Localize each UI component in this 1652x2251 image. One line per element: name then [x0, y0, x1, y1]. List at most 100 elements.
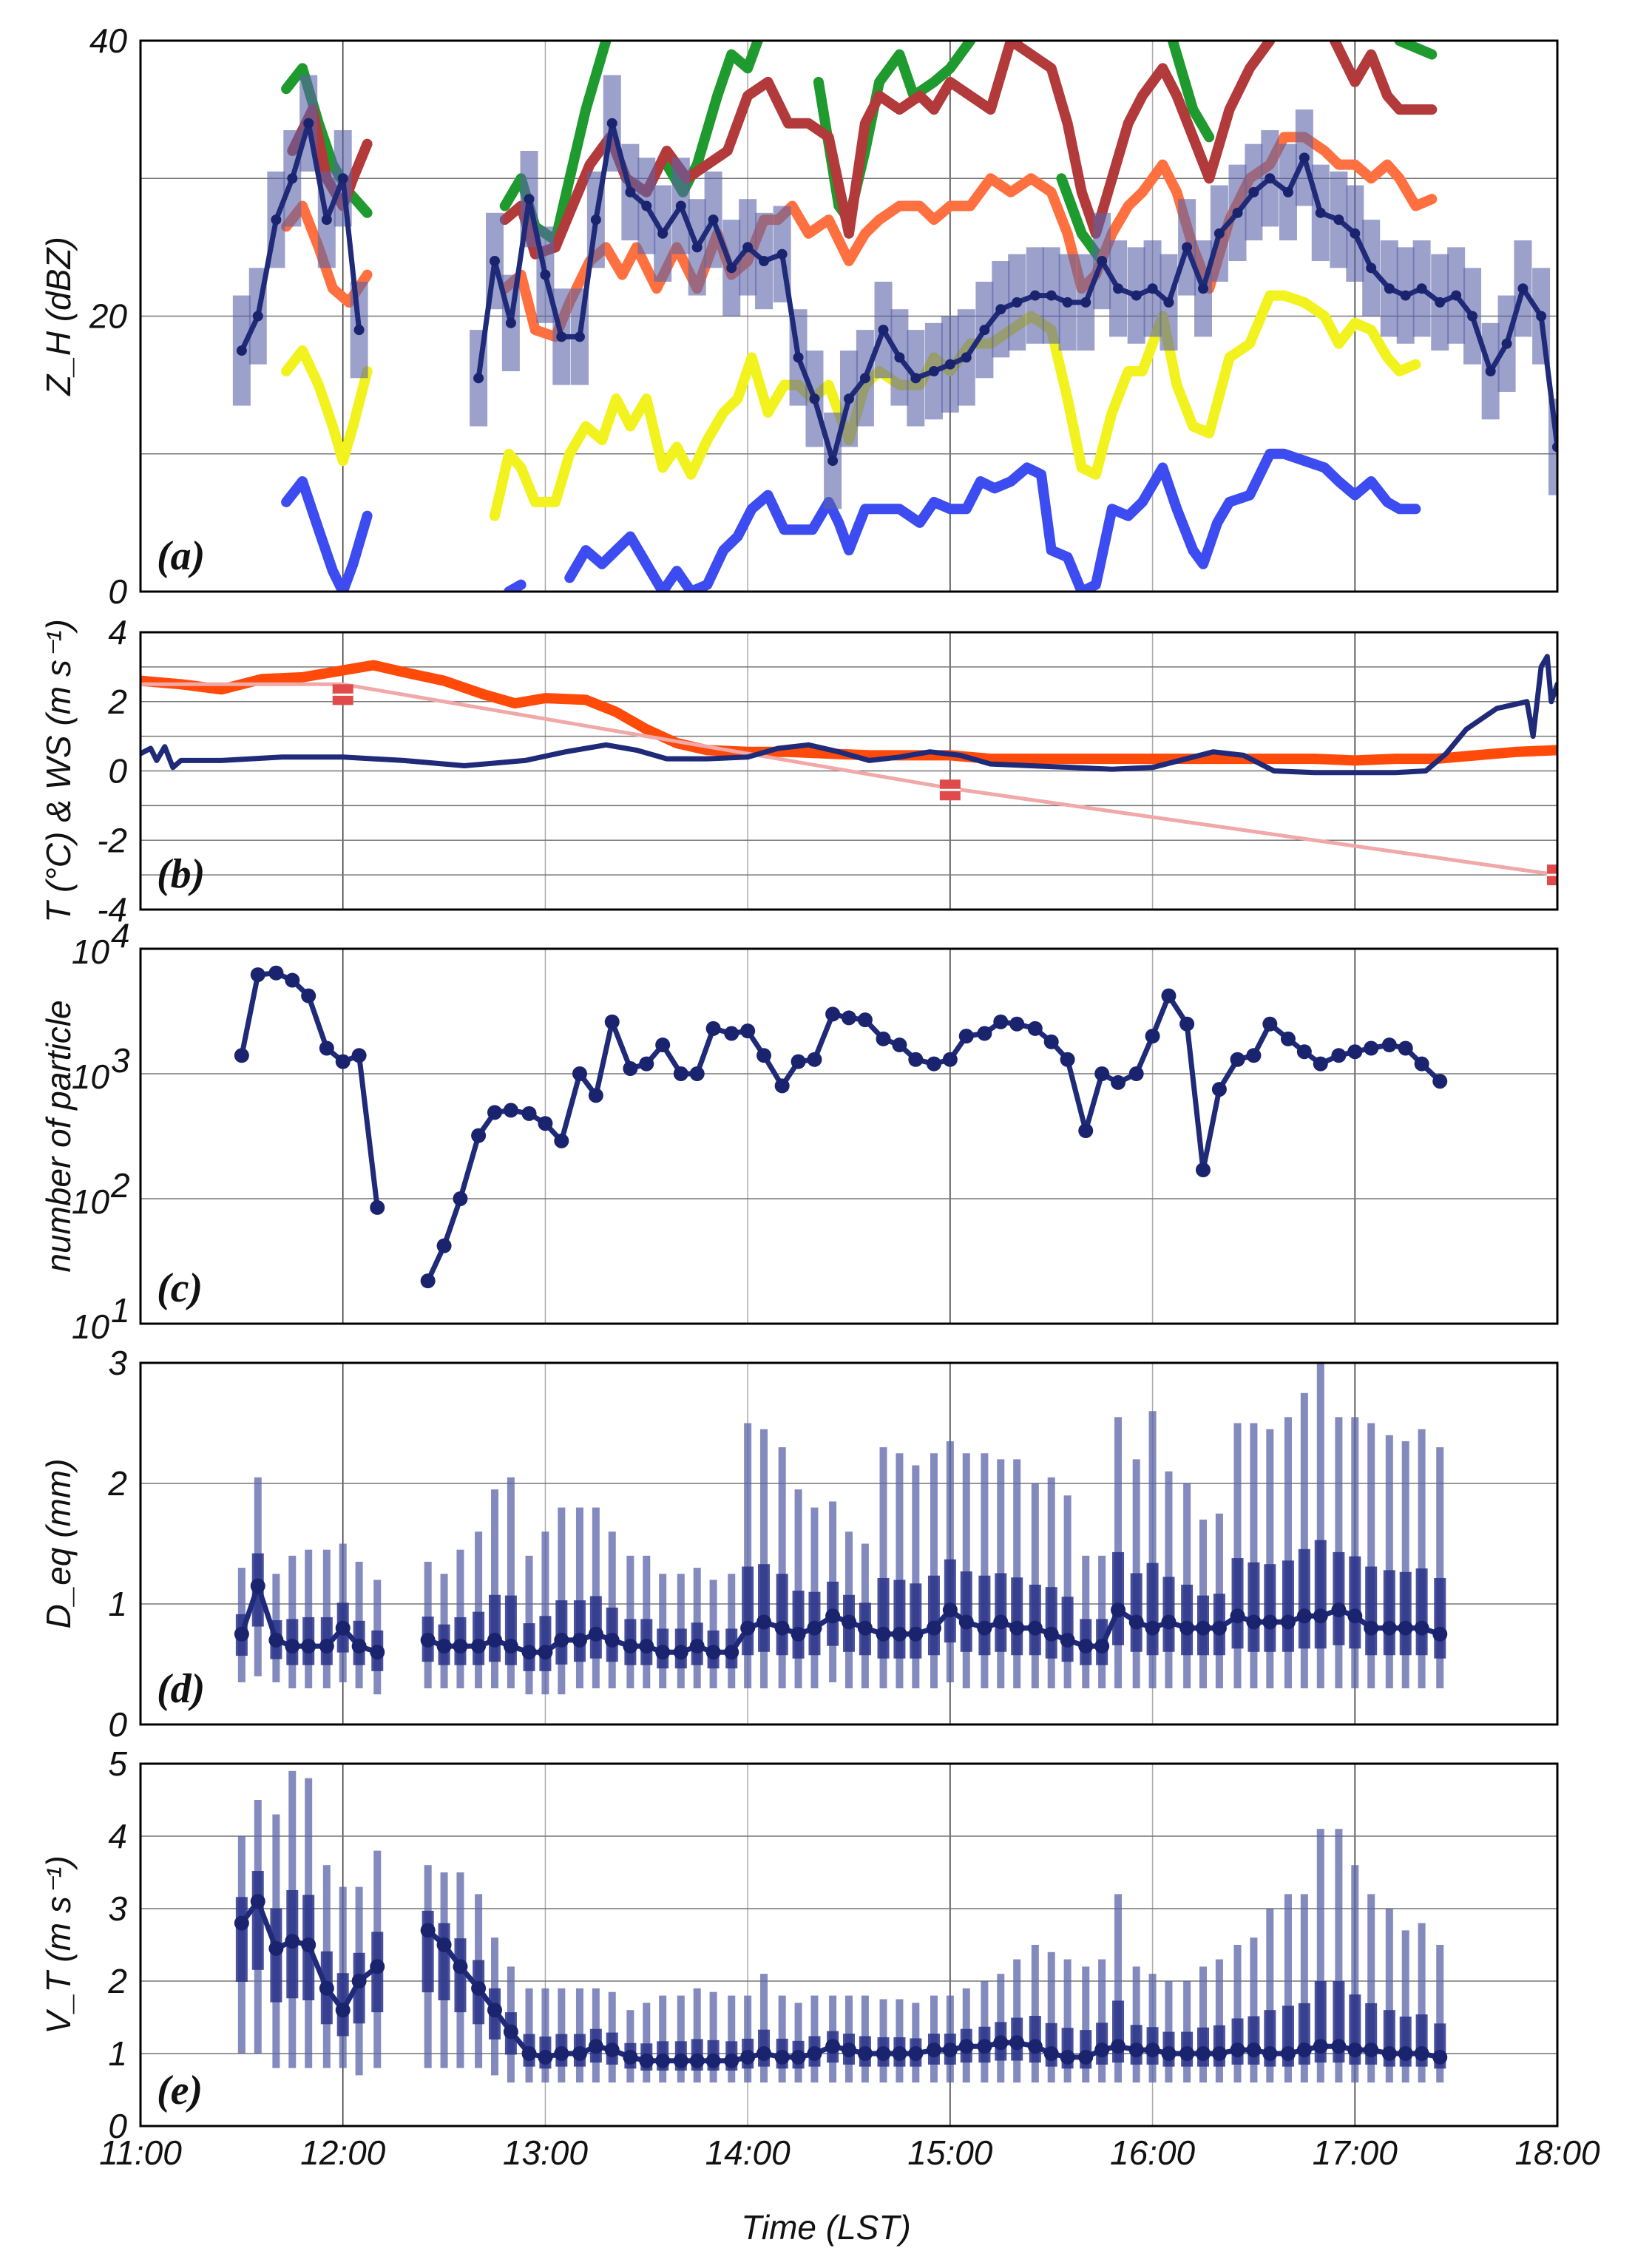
data-point [234, 1915, 249, 1931]
error-bar-inner [454, 1938, 467, 2013]
error-bar-inner [1061, 1597, 1074, 1662]
panel-label: (e) [157, 2068, 203, 2113]
data-point [420, 1923, 436, 1938]
data-point [708, 214, 719, 226]
x-tick-label: 12:00 [300, 2133, 386, 2172]
y-tick-label: 40 [89, 21, 128, 60]
data-point [538, 1116, 553, 1131]
error-bar-inner [1264, 1564, 1276, 1652]
data-point [503, 1639, 518, 1654]
y-axis-label: D_eq (mm) [39, 1458, 78, 1628]
y-axis-label: V_T (m s⁻¹) [39, 1855, 78, 2034]
data-point [1145, 2042, 1160, 2058]
data-point [993, 1614, 1009, 1630]
data-point [1211, 1620, 1227, 1636]
y-tick-label: 20 [89, 297, 128, 336]
series-wind [141, 654, 1557, 776]
y-axis-label: number of particle [39, 1000, 78, 1272]
data-point [1198, 283, 1208, 294]
x-tick-label: 18:00 [1514, 2133, 1600, 2172]
data-point [825, 2039, 841, 2054]
data-point [420, 1273, 436, 1289]
series-line [504, 579, 527, 592]
data-point [1027, 2039, 1043, 2054]
data-point [876, 1031, 891, 1046]
error-bar [1047, 1952, 1055, 2083]
y-tick-label: 5 [108, 1744, 127, 1783]
series-reference [141, 682, 1557, 877]
data-point [756, 2046, 772, 2061]
data-point [319, 1040, 334, 1056]
data-point [453, 1639, 468, 1654]
data-point [705, 1645, 721, 1660]
data-point [774, 2049, 790, 2065]
data-point [857, 1012, 873, 1028]
error-bar-inner [960, 1571, 972, 1652]
y-tick-label: 0 [108, 2107, 127, 2145]
data-point [673, 1645, 688, 1660]
y-tick-label: 1 [108, 2034, 127, 2073]
data-point [1485, 366, 1496, 376]
data-point [1211, 2046, 1227, 2061]
data-point [487, 1105, 502, 1120]
error-bar-inner [1231, 2018, 1244, 2065]
error-bar-inner [978, 1575, 991, 1656]
plot-area [234, 1770, 1448, 2083]
data-point [908, 1052, 924, 1067]
data-point [1435, 297, 1446, 308]
y-tick-label: 10 [72, 932, 110, 971]
data-point [876, 2046, 891, 2061]
error-bar-inner [473, 1611, 485, 1665]
data-point [1230, 2042, 1245, 2058]
plot-frame [139, 631, 1559, 911]
data-point [1315, 207, 1326, 218]
error-bar-inner [1112, 1551, 1125, 1645]
error-bar [659, 1995, 667, 2083]
data-point [250, 1578, 265, 1594]
data-point [756, 1048, 772, 1063]
error-bar [962, 1453, 970, 1689]
data-point [825, 1608, 841, 1624]
data-point [1128, 1066, 1144, 1081]
data-point [625, 186, 636, 197]
data-point [1248, 186, 1259, 197]
data-point [370, 1199, 385, 1215]
data-point [910, 373, 921, 384]
data-point [1350, 228, 1361, 239]
data-point [303, 118, 314, 129]
data-point [655, 1645, 671, 1660]
data-point [641, 200, 652, 211]
data-point [958, 1029, 974, 1044]
data-point [689, 1066, 705, 1081]
data-point [926, 2042, 941, 2058]
y-tick-label: 10 [72, 1182, 110, 1221]
y-tick-label: 2 [107, 1464, 127, 1503]
data-point [554, 1133, 569, 1148]
error-bar-inner [1314, 1540, 1327, 1649]
error-bar [760, 1974, 768, 2083]
data-point [977, 1620, 992, 1636]
data-point [1364, 1040, 1379, 1056]
error-bar [1300, 1392, 1308, 1689]
data-point [1296, 2042, 1312, 2058]
data-point [572, 1632, 587, 1648]
data-point [673, 1066, 688, 1081]
data-point [1414, 1056, 1429, 1072]
error-bar [1351, 1865, 1359, 2083]
data-point [554, 1632, 569, 1648]
data-point [1414, 2046, 1429, 2061]
data-point [1381, 1038, 1397, 1053]
error-bar-inner [539, 1616, 552, 1671]
x-tick-label: 11:00 [99, 2133, 182, 2172]
error-bar-inner [1181, 1584, 1194, 1656]
data-point [995, 304, 1006, 315]
data-point [1230, 1608, 1245, 1624]
error-bar [1316, 1363, 1324, 1689]
error-bar [1335, 1829, 1343, 2083]
data-point [572, 2046, 587, 2061]
data-point [1381, 2046, 1397, 2061]
error-bar [778, 1447, 786, 1689]
data-point [1313, 1608, 1328, 1624]
data-point [844, 393, 854, 404]
error-bar [896, 1453, 904, 1689]
